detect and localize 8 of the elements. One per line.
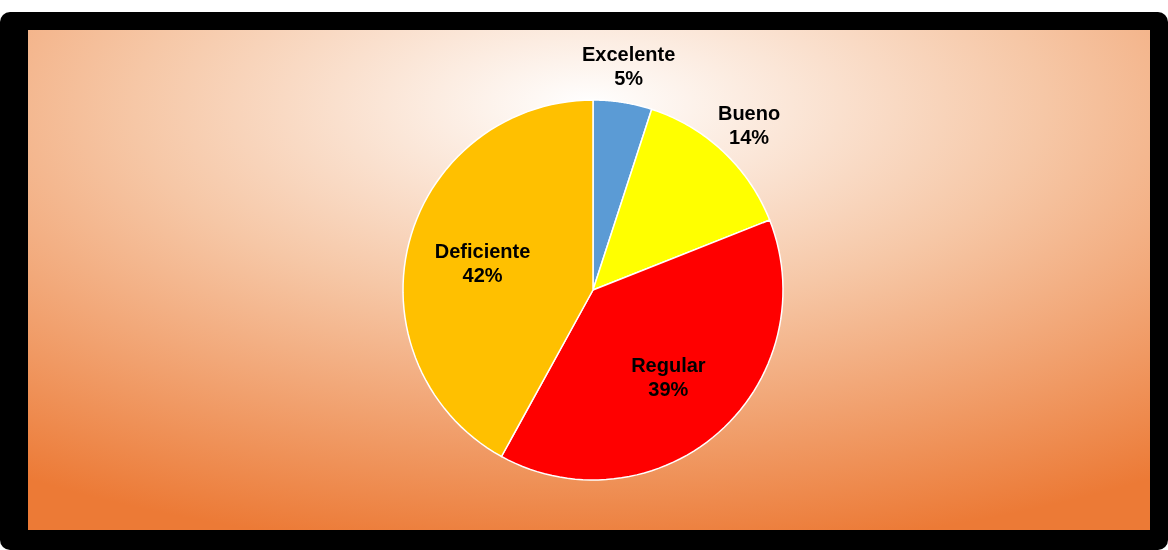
data-label: 42%: [462, 263, 503, 286]
data-label: 5%: [614, 66, 644, 89]
slice-label: Deficiente: [434, 239, 531, 262]
slice-label: Bueno: [717, 101, 781, 124]
slice-label: Regular: [631, 353, 706, 376]
slice-label: Excelente: [581, 42, 676, 65]
data-label: 14%: [729, 125, 770, 148]
data-label: 39%: [648, 377, 689, 400]
